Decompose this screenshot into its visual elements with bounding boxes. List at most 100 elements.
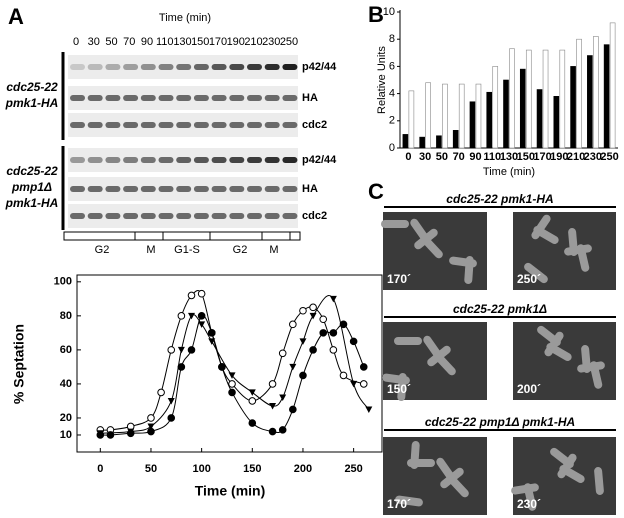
marker: [278, 349, 287, 358]
panel-label: A: [8, 4, 24, 29]
blot-band: [158, 157, 174, 163]
blot-band: [264, 213, 280, 219]
blot-band: [87, 186, 103, 192]
bar: [536, 89, 543, 149]
blot-band: [158, 122, 174, 128]
cell: [524, 262, 548, 284]
marker: [309, 312, 317, 320]
marker: [197, 289, 206, 298]
x-tick-label: 30: [419, 151, 431, 163]
time-label: 50: [105, 36, 117, 48]
x-tick-label: 130: [500, 151, 518, 163]
blot-band: [176, 95, 192, 101]
strain-label: cdc25-22: [6, 164, 58, 178]
marker: [147, 423, 155, 430]
blot-band: [105, 213, 121, 219]
bar: [486, 91, 493, 149]
strain-label: pmk1-HA: [5, 96, 59, 110]
blot-band: [140, 122, 156, 128]
micrograph-title: cdc25-22 pmp1Δ pmk1-HA: [425, 415, 575, 429]
marker: [289, 405, 297, 414]
bar: [469, 101, 476, 149]
marker: [339, 320, 348, 329]
marker: [319, 315, 328, 324]
bar: [458, 83, 465, 149]
time-label: 0: [73, 36, 79, 48]
time-stamp: 150´: [387, 382, 411, 396]
blot-band: [123, 64, 139, 70]
phase-label: G1-S: [174, 244, 200, 256]
cell: [394, 337, 422, 345]
bar: [593, 36, 599, 149]
marker: [289, 363, 297, 371]
marker: [278, 426, 287, 434]
cell: [395, 495, 423, 507]
marker: [177, 312, 186, 320]
blot-band: [140, 157, 156, 163]
blot-band: [105, 95, 121, 101]
phase-label: M: [269, 244, 278, 256]
blot-band: [229, 157, 245, 163]
bar: [609, 22, 616, 149]
time-label: 110: [156, 36, 174, 48]
time-stamp: 230´: [517, 497, 541, 511]
x-tick-label: 150: [243, 463, 261, 475]
marker: [207, 329, 216, 337]
time-stamp: 170´: [387, 272, 411, 286]
blot-band: [247, 213, 262, 219]
blot-band: [193, 95, 209, 101]
time-label: 190: [227, 36, 245, 48]
x-tick-label: 250: [344, 463, 362, 475]
blot-band: [140, 95, 156, 101]
blot-band: [87, 213, 103, 219]
bar: [553, 96, 560, 149]
blot-band: [193, 157, 209, 163]
marker: [208, 338, 216, 345]
blot-band: [282, 213, 298, 219]
blot-band: [158, 186, 174, 192]
x-tick-label: 150: [517, 151, 535, 163]
x-tick-label: 100: [192, 463, 210, 475]
row-label: HA: [302, 183, 318, 195]
y-tick-label: 6: [389, 60, 395, 72]
y-tick-label: 0: [389, 142, 395, 154]
bar: [587, 55, 593, 149]
blot-band: [282, 95, 298, 101]
blot-band: [264, 122, 280, 128]
marker: [359, 380, 368, 388]
series-line: [100, 290, 364, 431]
blot-band: [70, 186, 85, 192]
micrograph-title: cdc25-22 pmk1-HA: [446, 192, 553, 206]
marker: [228, 372, 236, 379]
marker: [96, 430, 104, 437]
blot-band: [282, 64, 298, 70]
blot-band: [229, 95, 245, 101]
blot-band: [211, 213, 227, 219]
cell: [449, 256, 477, 268]
blot-band: [247, 122, 262, 128]
x-tick-label: 90: [469, 151, 481, 163]
marker: [329, 329, 338, 337]
marker: [248, 397, 257, 405]
marker: [167, 346, 176, 354]
bar: [442, 83, 448, 149]
y-tick-label: 10: [60, 429, 72, 441]
y-tick-label: 4: [389, 88, 395, 100]
marker: [365, 406, 373, 413]
blot-band: [247, 186, 262, 192]
bar: [509, 48, 515, 149]
cell: [531, 214, 551, 240]
time-label: 70: [123, 36, 135, 48]
y-axis-label: Relative Units: [376, 46, 388, 114]
blot-band: [87, 64, 103, 70]
blot-band: [176, 122, 192, 128]
series-line: [100, 295, 370, 434]
y-tick-label: 60: [60, 344, 72, 356]
x-tick-label: 0: [97, 463, 103, 475]
blot-band: [158, 64, 174, 70]
cell: [381, 220, 409, 228]
marker: [359, 363, 368, 371]
blot-band: [229, 64, 245, 70]
blot-band: [140, 186, 156, 192]
